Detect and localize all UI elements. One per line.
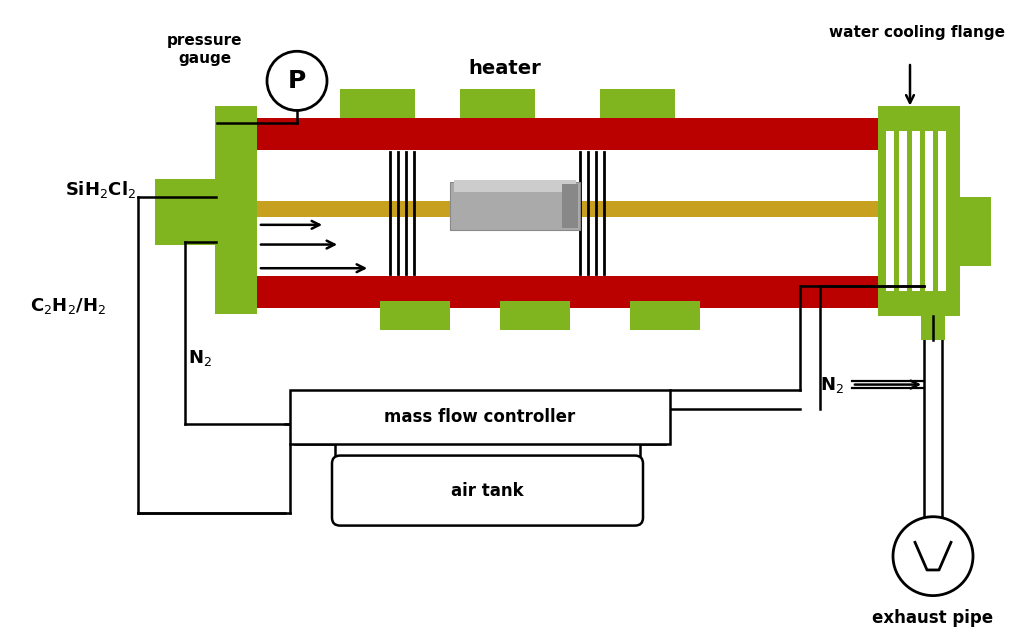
- Bar: [380, 301, 450, 330]
- Bar: [890, 203, 902, 215]
- Text: mass flow controller: mass flow controller: [384, 408, 575, 426]
- Bar: [155, 180, 217, 244]
- Bar: [600, 89, 675, 118]
- Bar: [562, 185, 578, 228]
- Circle shape: [893, 517, 973, 595]
- Text: exhaust pipe: exhaust pipe: [872, 609, 993, 627]
- Bar: [220, 201, 890, 217]
- Text: pressure
gauge: pressure gauge: [167, 33, 243, 66]
- Text: C$_2$H$_2$/H$_2$: C$_2$H$_2$/H$_2$: [30, 295, 106, 316]
- Bar: [886, 131, 894, 291]
- Bar: [220, 276, 895, 307]
- Bar: [925, 131, 933, 291]
- Text: N$_2$: N$_2$: [820, 375, 844, 394]
- Bar: [500, 301, 570, 330]
- Bar: [215, 106, 257, 314]
- Bar: [921, 309, 945, 340]
- Bar: [630, 301, 700, 330]
- Text: heater: heater: [469, 59, 542, 78]
- Bar: [912, 131, 920, 291]
- Text: water cooling flange: water cooling flange: [829, 25, 1005, 40]
- Bar: [878, 106, 961, 316]
- Text: N$_2$: N$_2$: [188, 348, 212, 368]
- FancyBboxPatch shape: [332, 455, 643, 525]
- Bar: [924, 316, 942, 553]
- Bar: [938, 131, 946, 291]
- Bar: [956, 197, 991, 266]
- Bar: [340, 89, 415, 118]
- Text: P: P: [288, 69, 306, 93]
- Bar: [220, 150, 895, 276]
- Bar: [220, 118, 895, 150]
- Text: air tank: air tank: [452, 481, 524, 500]
- Text: SiH$_2$Cl$_2$: SiH$_2$Cl$_2$: [65, 179, 136, 200]
- Bar: [450, 183, 580, 230]
- Circle shape: [267, 51, 327, 110]
- Bar: [454, 180, 575, 192]
- Bar: [290, 389, 670, 444]
- Bar: [460, 89, 535, 118]
- Bar: [899, 131, 907, 291]
